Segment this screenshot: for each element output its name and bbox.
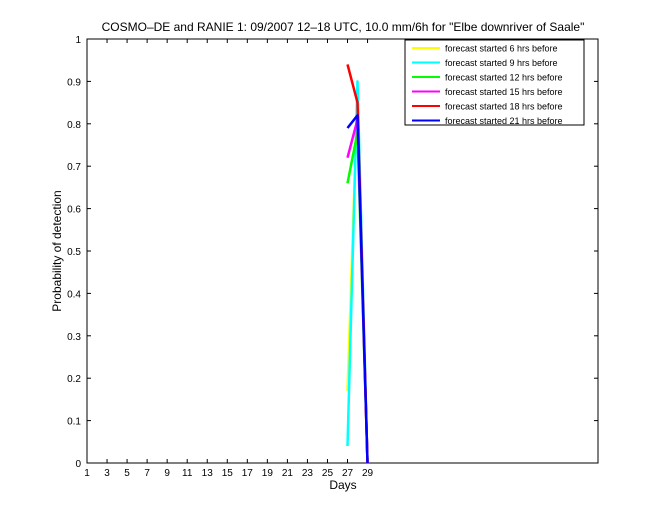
x-tick-label: 3	[104, 468, 110, 479]
y-tick-label: 0.7	[67, 162, 81, 173]
y-tick-label: 0.1	[67, 417, 81, 428]
x-tick-label: 17	[242, 468, 254, 479]
legend-label: forecast started 15 hrs before	[445, 87, 563, 97]
x-tick-label: 29	[362, 468, 374, 479]
legend-label: forecast started 6 hrs before	[445, 44, 558, 54]
x-tick-label: 7	[144, 468, 150, 479]
y-tick-label: 1	[75, 35, 81, 46]
legend: forecast started 6 hrs before forecast st…	[404, 39, 585, 126]
x-tick-label: 25	[322, 468, 334, 479]
legend-label: forecast started 18 hrs before	[445, 102, 563, 112]
x-tick-label: 11	[182, 468, 193, 479]
chart-title: COSMO–DE and RANIE 1: 09/2007 12–18 UTC,…	[102, 20, 585, 34]
series-lines	[346, 64, 369, 464]
x-axis-label: Days	[329, 478, 356, 492]
y-tick-label: 0.3	[67, 332, 81, 343]
legend-label: forecast started 9 hrs before	[445, 58, 558, 68]
x-tick-label: 13	[202, 468, 214, 479]
x-tick-label: 21	[282, 468, 294, 479]
x-tick-label: 19	[262, 468, 274, 479]
legend-label: forecast started 12 hrs before	[445, 73, 563, 83]
x-tick-label: 27	[342, 468, 354, 479]
x-tick-label: 9	[164, 468, 170, 479]
x-tick-label: 5	[124, 468, 130, 479]
y-tick-label: 0.2	[67, 374, 81, 385]
series-line-6	[346, 114, 369, 464]
x-axis-ticks: 1 3 5 7 9 11 13 15 17 19 21 23 25 27 29	[84, 39, 374, 479]
x-tick-label: 15	[222, 468, 234, 479]
legend-box	[404, 39, 585, 126]
y-tick-label: 0.5	[67, 247, 81, 258]
y-tick-label: 0.8	[67, 120, 81, 131]
y-axis-label: Probability of detection	[50, 190, 64, 311]
y-tick-label: 0.9	[67, 77, 81, 88]
y-axis-ticks: 0 0.1 0.2 0.3 0.4 0.5 0.6 0.7 0.8 0.9 1	[67, 35, 598, 470]
y-tick-label: 0	[75, 459, 81, 470]
y-tick-label: 0.4	[67, 289, 81, 300]
x-tick-label: 23	[302, 468, 314, 479]
y-tick-label: 0.6	[67, 205, 81, 216]
x-tick-label: 1	[84, 468, 90, 479]
legend-label: forecast started 21 hrs before	[445, 116, 563, 126]
